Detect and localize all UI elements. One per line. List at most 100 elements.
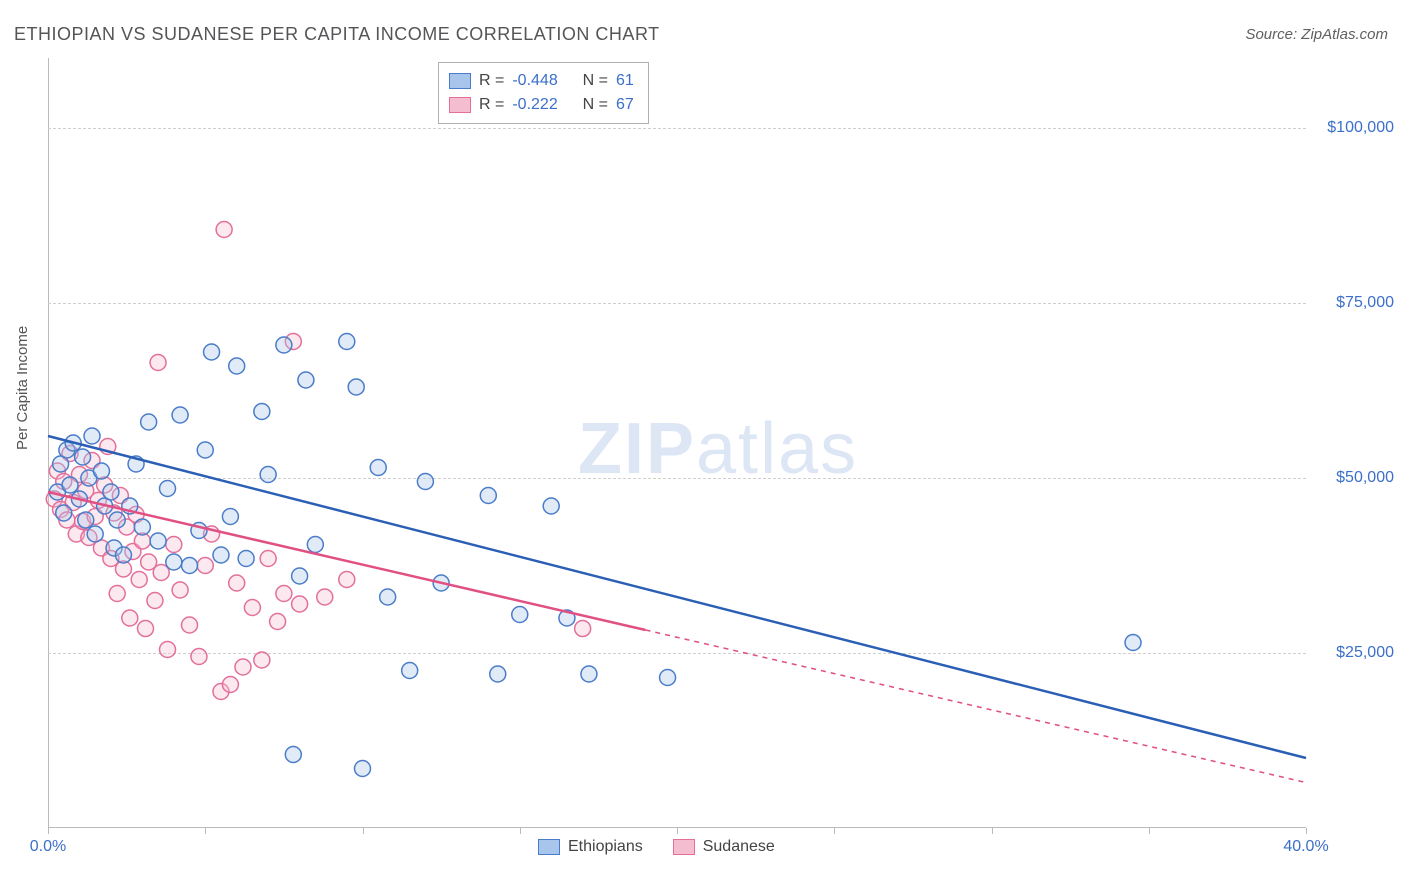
r-label: R = xyxy=(479,93,504,117)
x-tick-label: 0.0% xyxy=(30,838,66,856)
x-tick xyxy=(834,828,835,834)
scatter-point-ethiopians xyxy=(292,568,308,584)
y-tick-label: $75,000 xyxy=(1336,294,1394,312)
scatter-point-ethiopians xyxy=(370,460,386,476)
stats-row-ethiopians: R = -0.448 N = 61 xyxy=(449,69,634,93)
scatter-point-ethiopians xyxy=(254,404,270,420)
y-tick-label: $50,000 xyxy=(1336,469,1394,487)
x-tick xyxy=(205,828,206,834)
scatter-point-ethiopians xyxy=(581,666,597,682)
scatter-point-sudanese xyxy=(216,222,232,238)
legend-item-ethiopians: Ethiopians xyxy=(538,838,643,856)
scatter-point-sudanese xyxy=(575,621,591,637)
r-label: R = xyxy=(479,69,504,93)
scatter-point-ethiopians xyxy=(543,498,559,514)
scatter-point-sudanese xyxy=(172,582,188,598)
source-attribution: Source: ZipAtlas.com xyxy=(1245,26,1388,43)
scatter-point-ethiopians xyxy=(380,589,396,605)
x-tick xyxy=(1149,828,1150,834)
regression-line-ethiopians xyxy=(48,436,1306,758)
scatter-point-ethiopians xyxy=(75,449,91,465)
scatter-point-ethiopians xyxy=(276,337,292,353)
scatter-point-sudanese xyxy=(270,614,286,630)
x-tick xyxy=(48,828,49,834)
scatter-point-ethiopians xyxy=(213,547,229,563)
scatter-point-sudanese xyxy=(182,617,198,633)
scatter-point-ethiopians xyxy=(115,547,131,563)
scatter-point-ethiopians xyxy=(348,379,364,395)
scatter-point-sudanese xyxy=(150,355,166,371)
x-tick xyxy=(363,828,364,834)
scatter-point-ethiopians xyxy=(109,512,125,528)
scatter-point-ethiopians xyxy=(260,467,276,483)
y-tick-label: $25,000 xyxy=(1336,644,1394,662)
scatter-point-sudanese xyxy=(339,572,355,588)
scatter-point-ethiopians xyxy=(298,372,314,388)
n-value-ethiopians: 61 xyxy=(616,69,634,93)
swatch-ethiopians xyxy=(449,73,471,89)
legend-item-sudanese: Sudanese xyxy=(673,838,775,856)
scatter-point-sudanese xyxy=(229,575,245,591)
chart-title: ETHIOPIAN VS SUDANESE PER CAPITA INCOME … xyxy=(14,24,660,45)
scatter-point-ethiopians xyxy=(285,747,301,763)
scatter-point-ethiopians xyxy=(93,463,109,479)
y-axis-label: Per Capita Income xyxy=(14,326,31,450)
scatter-point-ethiopians xyxy=(660,670,676,686)
scatter-point-sudanese xyxy=(160,642,176,658)
scatter-point-ethiopians xyxy=(160,481,176,497)
legend-label-sudanese: Sudanese xyxy=(703,838,775,856)
x-tick xyxy=(677,828,678,834)
scatter-point-sudanese xyxy=(147,593,163,609)
swatch-sudanese xyxy=(673,839,695,855)
scatter-point-sudanese xyxy=(222,677,238,693)
stats-legend: R = -0.448 N = 61 R = -0.222 N = 67 xyxy=(438,62,649,124)
scatter-point-ethiopians xyxy=(87,526,103,542)
n-label: N = xyxy=(583,69,608,93)
scatter-point-ethiopians xyxy=(355,761,371,777)
n-label: N = xyxy=(583,93,608,117)
scatter-point-sudanese xyxy=(317,589,333,605)
scatter-svg xyxy=(48,58,1306,828)
n-value-sudanese: 67 xyxy=(616,93,634,117)
plot-area: ZIPatlas $25,000$50,000$75,000$100,000 0… xyxy=(48,58,1306,828)
scatter-point-sudanese xyxy=(137,621,153,637)
scatter-point-ethiopians xyxy=(103,484,119,500)
scatter-point-ethiopians xyxy=(480,488,496,504)
scatter-point-ethiopians xyxy=(62,477,78,493)
scatter-point-ethiopians xyxy=(78,512,94,528)
scatter-point-sudanese xyxy=(131,572,147,588)
scatter-point-ethiopians xyxy=(134,519,150,535)
scatter-point-ethiopians xyxy=(222,509,238,525)
scatter-point-ethiopians xyxy=(56,505,72,521)
stats-row-sudanese: R = -0.222 N = 67 xyxy=(449,93,634,117)
scatter-point-sudanese xyxy=(276,586,292,602)
x-tick xyxy=(520,828,521,834)
x-tick xyxy=(992,828,993,834)
scatter-point-sudanese xyxy=(244,600,260,616)
legend-label-ethiopians: Ethiopians xyxy=(568,838,643,856)
x-tick xyxy=(1306,828,1307,834)
regression-line-dashed-sudanese xyxy=(646,630,1306,783)
scatter-point-sudanese xyxy=(191,649,207,665)
x-tick-label: 40.0% xyxy=(1283,838,1328,856)
scatter-point-sudanese xyxy=(122,610,138,626)
scatter-point-ethiopians xyxy=(307,537,323,553)
scatter-point-ethiopians xyxy=(402,663,418,679)
scatter-point-ethiopians xyxy=(141,414,157,430)
r-value-ethiopians: -0.448 xyxy=(512,69,557,93)
scatter-point-ethiopians xyxy=(172,407,188,423)
scatter-point-ethiopians xyxy=(417,474,433,490)
scatter-point-sudanese xyxy=(254,652,270,668)
scatter-point-sudanese xyxy=(260,551,276,567)
scatter-point-sudanese xyxy=(197,558,213,574)
y-tick-label: $100,000 xyxy=(1327,119,1394,137)
scatter-point-ethiopians xyxy=(166,554,182,570)
scatter-point-ethiopians xyxy=(150,533,166,549)
scatter-point-ethiopians xyxy=(339,334,355,350)
scatter-point-sudanese xyxy=(292,596,308,612)
scatter-point-ethiopians xyxy=(204,344,220,360)
scatter-point-ethiopians xyxy=(197,442,213,458)
scatter-point-sudanese xyxy=(166,537,182,553)
swatch-ethiopians xyxy=(538,839,560,855)
swatch-sudanese xyxy=(449,97,471,113)
